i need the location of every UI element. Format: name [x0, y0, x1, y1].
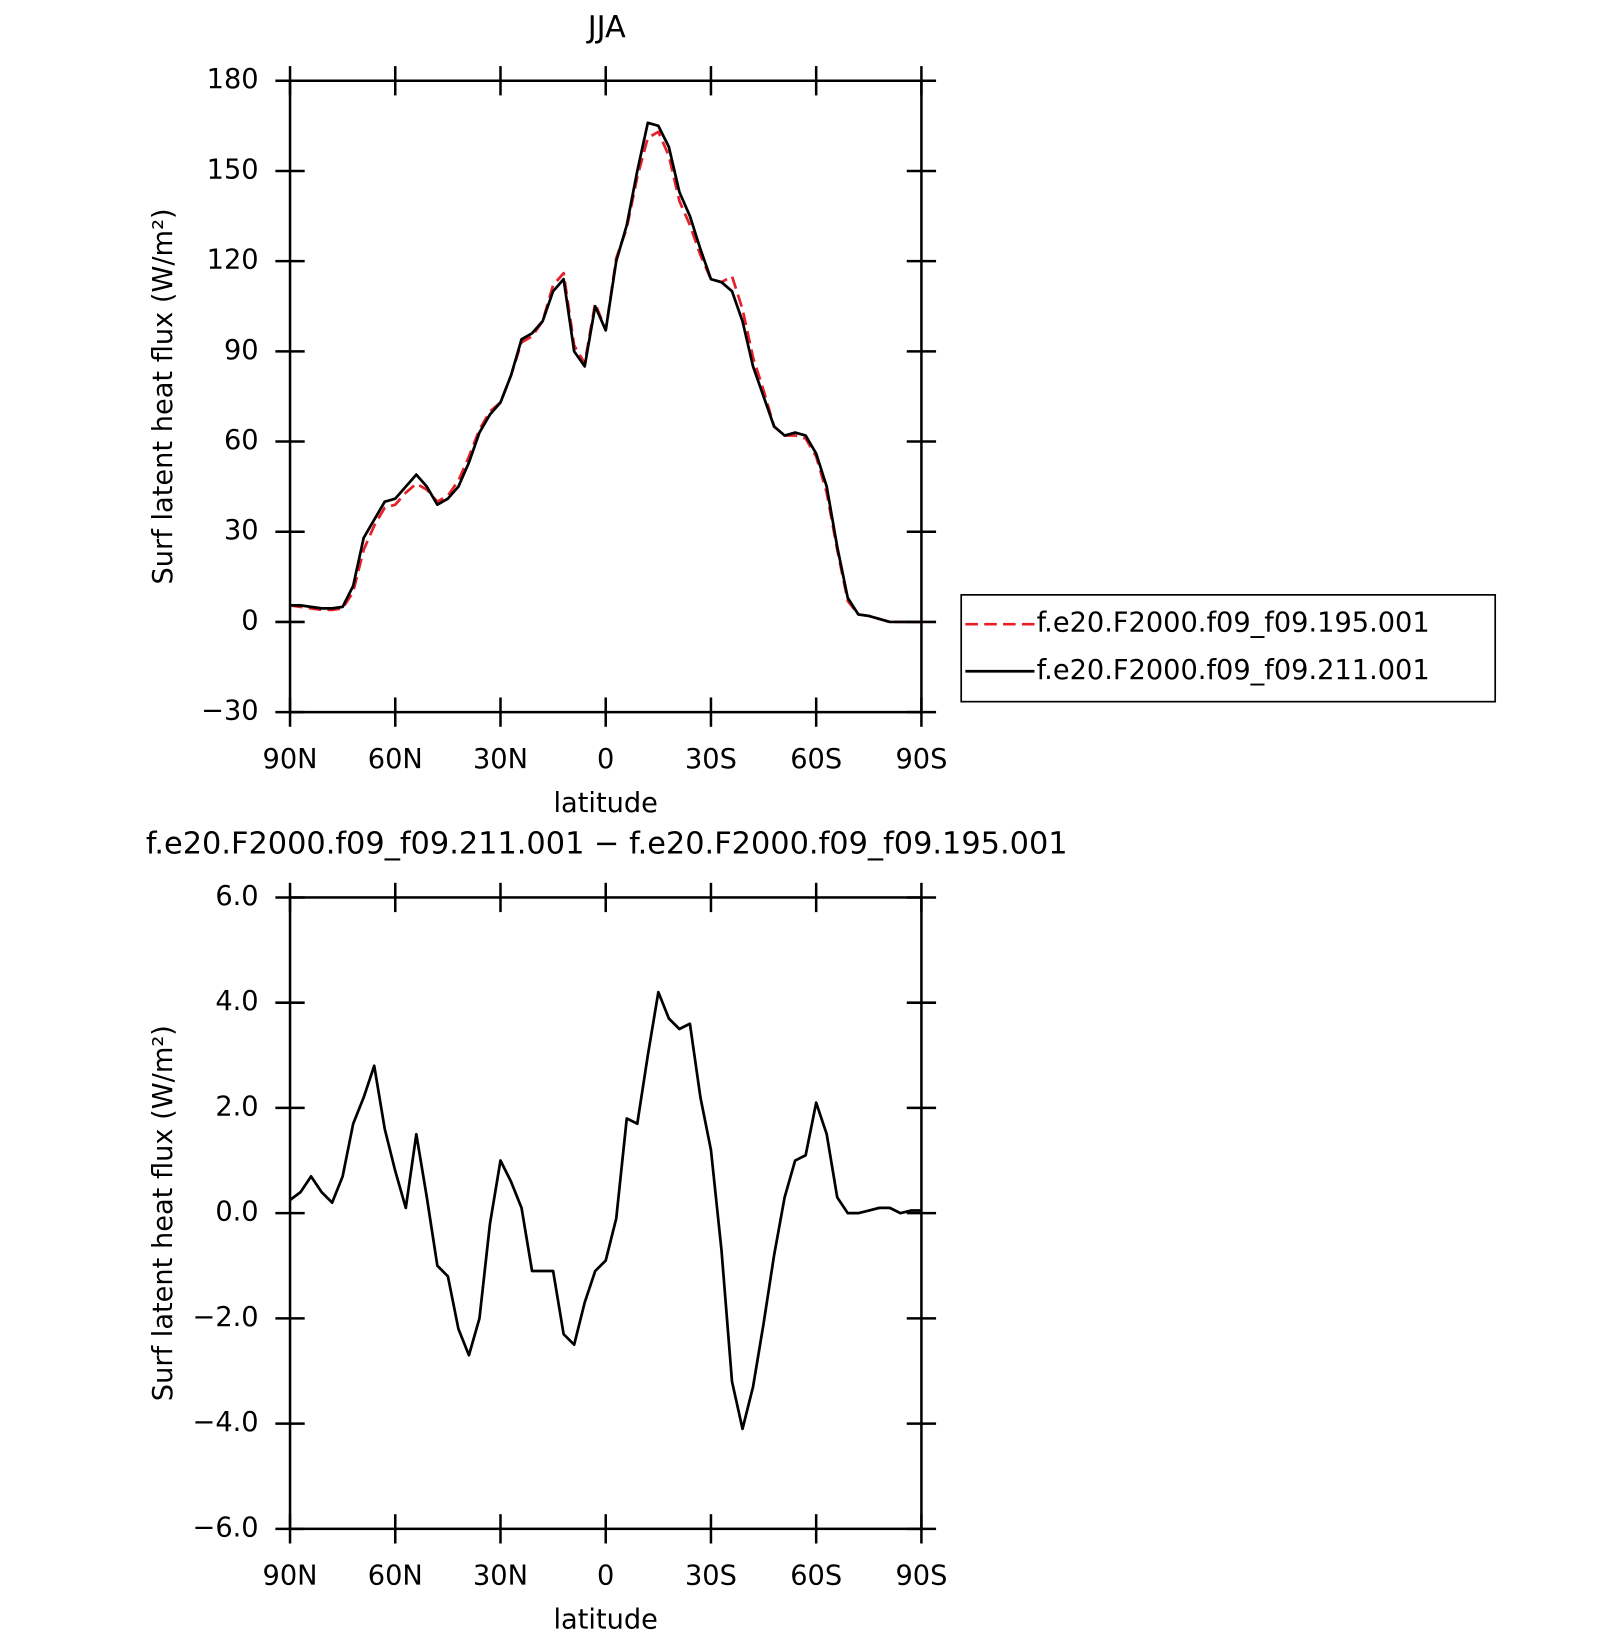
data-line	[289, 990, 922, 1431]
plot-frame	[288, 896, 923, 1531]
y-tick-label: 4.0	[215, 986, 258, 1017]
x-axis-label: latitude	[554, 788, 658, 819]
legend-label: f.e20.F2000.f09_f09.195.001	[1037, 608, 1430, 639]
x-axis-label: latitude	[554, 1604, 658, 1635]
y-tick-label: −4.0	[193, 1407, 259, 1438]
y-tick-label: 2.0	[215, 1091, 258, 1122]
y-tick-label: −30	[201, 696, 258, 727]
y-tick-label: 60	[224, 425, 259, 456]
y-tick-label: −2.0	[193, 1302, 259, 1333]
x-tick-label: 60S	[790, 744, 842, 775]
y-tick-label: −6.0	[193, 1512, 259, 1543]
x-tick-label: 90N	[263, 744, 318, 775]
legend-box	[960, 594, 1497, 703]
data-line	[289, 130, 922, 624]
y-axis-label: Surf latent heat flux (W/m²)	[148, 208, 179, 584]
x-tick-label: 60N	[368, 744, 423, 775]
y-tick-label: 30	[224, 515, 259, 546]
y-tick-label: 150	[207, 154, 259, 185]
x-tick-label: 0	[597, 1561, 614, 1592]
x-tick-label: 60S	[790, 1561, 842, 1592]
y-tick-label: 0	[241, 605, 258, 636]
x-tick-label: 30N	[473, 1561, 528, 1592]
y-tick-label: 180	[207, 64, 259, 95]
x-tick-label: 60N	[368, 1561, 423, 1592]
y-tick-label: 90	[224, 335, 259, 366]
x-tick-label: 90N	[263, 1561, 318, 1592]
x-tick-label: 90S	[895, 1561, 947, 1592]
y-tick-label: 120	[207, 245, 259, 276]
y-tick-label: 6.0	[215, 881, 258, 912]
x-tick-label: 30S	[685, 744, 737, 775]
y-tick-label: 0.0	[215, 1197, 258, 1228]
y-axis-label: Surf latent heat flux (W/m²)	[148, 1025, 179, 1401]
x-tick-label: 0	[597, 744, 614, 775]
legend-label: f.e20.F2000.f09_f09.211.001	[1037, 655, 1430, 686]
chart-title: f.e20.F2000.f09_f09.211.001 − f.e20.F200…	[146, 827, 1068, 862]
chart-title: JJA	[586, 10, 626, 45]
x-tick-label: 30S	[685, 1561, 737, 1592]
x-tick-label: 90S	[895, 744, 947, 775]
x-tick-label: 30N	[473, 744, 528, 775]
data-line	[290, 121, 922, 624]
plot-frame	[288, 79, 923, 714]
